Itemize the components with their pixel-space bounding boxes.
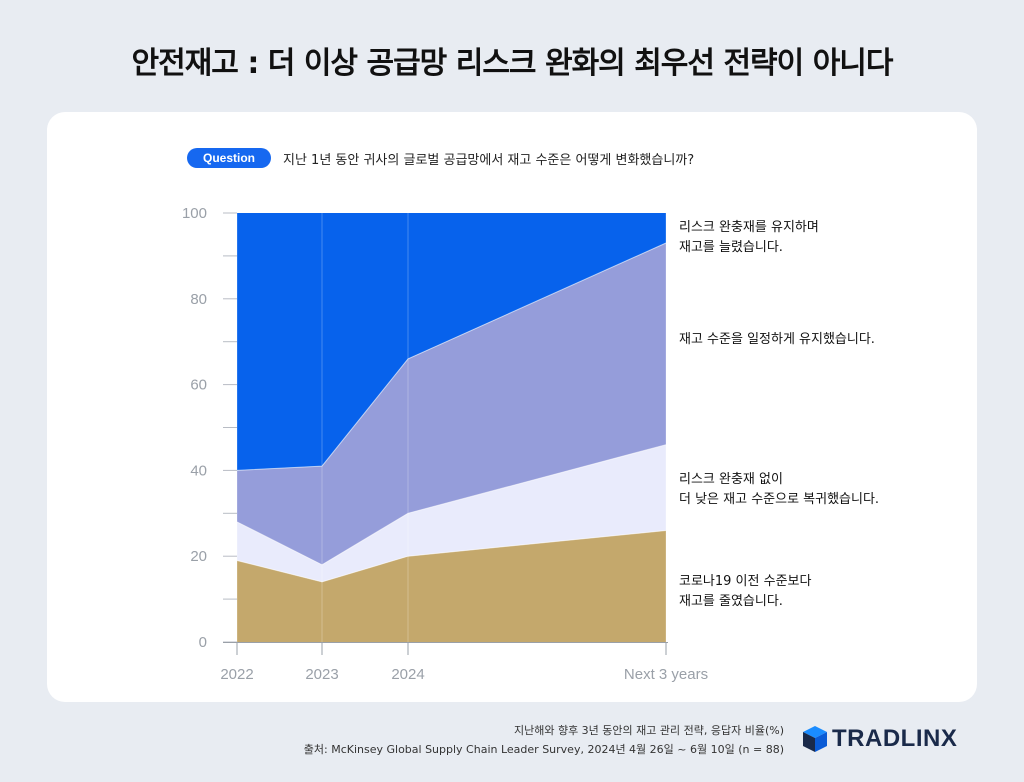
question-text: 지난 1년 동안 귀사의 글로벌 공급망에서 재고 수준은 어떻게 변화했습니까… — [283, 152, 695, 168]
page-title: 안전재고 : 더 이상 공급망 리스크 완화의 최우선 전략이 아니다 — [131, 46, 894, 81]
footer-note: 지난해와 향후 3년 동안의 재고 관리 전략, 응답자 비율(%) — [513, 724, 784, 737]
y-tick-label: 60 — [190, 377, 207, 394]
series-boundary-1 — [236, 530, 667, 583]
y-tick-label: 0 — [199, 634, 207, 651]
y-tick-label: 20 — [190, 548, 207, 565]
x-tick-label: 2023 — [305, 666, 338, 683]
area-series-1 — [237, 530, 666, 642]
brand-logo: TRADLINX — [802, 724, 957, 754]
y-tick-label: 100 — [182, 205, 207, 222]
x-tick-label: Next 3 years — [624, 666, 708, 683]
y-tick-label: 80 — [190, 291, 207, 308]
x-tick-label: 2022 — [220, 666, 253, 683]
question-badge: Question — [187, 148, 271, 168]
series-label-2: 리스크 완충재 없이 더 낮은 재고 수준으로 복귀했습니다. — [679, 472, 879, 507]
brand-name: TRADLINX — [832, 725, 958, 752]
series-boundary-2 — [236, 444, 667, 566]
series-label-4: 리스크 완충재를 유지하며 재고를 늘렸습니다. — [679, 220, 819, 255]
series-label-1: 코로나19 이전 수준보다 재고를 줄였습니다. — [679, 574, 811, 609]
y-tick-label: 40 — [190, 462, 207, 479]
x-tick-label: 2024 — [391, 666, 424, 683]
footer-source: 출처: McKinsey Global Supply Chain Leader … — [303, 743, 784, 756]
area-series-3 — [237, 243, 666, 565]
cube-logo-icon — [803, 726, 827, 752]
question-row: Question 지난 1년 동안 귀사의 글로벌 공급망에서 재고 수준은 어… — [187, 147, 694, 169]
series-label-3: 재고 수준을 일정하게 유지했습니다. — [679, 331, 875, 347]
area-series-2 — [237, 444, 666, 582]
area-series-4 — [237, 213, 666, 471]
series-boundary-3 — [236, 242, 667, 471]
